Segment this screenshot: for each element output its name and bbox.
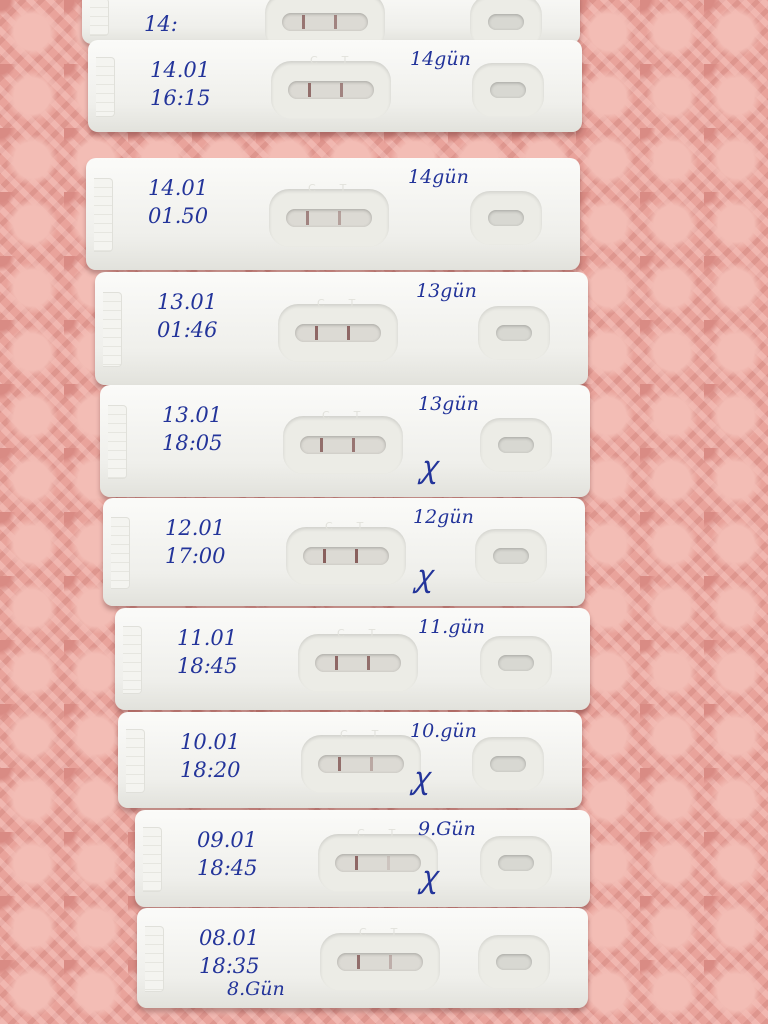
sample-well	[498, 655, 534, 671]
sample-well	[490, 82, 526, 98]
result-window	[315, 654, 401, 672]
ct-markings: CT	[310, 54, 373, 67]
test-strip: CT 14.01 16:15 14gün	[88, 40, 582, 132]
sample-well	[496, 954, 532, 970]
handwritten-day-label: 14gün	[410, 48, 471, 70]
handwritten-signature: ꭕ	[415, 559, 432, 594]
control-line	[308, 83, 311, 97]
handwritten-day-label: 11.gün	[418, 616, 485, 638]
strip-grip	[145, 926, 164, 992]
ct-markings: CT	[359, 926, 422, 939]
test-line	[370, 757, 373, 771]
handwritten-day-label: 8.Gün	[227, 978, 285, 1000]
test-line	[367, 656, 370, 670]
strip-grip	[90, 0, 109, 36]
handwritten-date-time: 12.01 17:00	[165, 516, 226, 568]
strip-grip	[108, 405, 127, 479]
handwritten-date-time: 13.01 18:05	[162, 403, 223, 455]
test-strip: CT 12.01 17:00 12gün ꭕ	[103, 498, 585, 606]
ct-markings: CT	[322, 409, 385, 422]
ct-markings: CT	[308, 182, 371, 195]
sample-well	[498, 437, 534, 453]
test-line	[338, 211, 341, 225]
result-window	[300, 436, 386, 454]
sample-well	[490, 756, 526, 772]
ct-markings: CT	[340, 728, 403, 741]
strip-grip	[94, 178, 113, 252]
result-window	[318, 755, 404, 773]
control-line	[323, 549, 326, 563]
sample-well	[493, 548, 529, 564]
test-strip: CT 08.01 18:35 8.Gün	[137, 908, 588, 1008]
ct-markings: CT	[357, 826, 420, 840]
control-line	[338, 757, 341, 771]
ct-markings: CT	[337, 627, 400, 640]
test-line	[347, 325, 350, 340]
strip-grip	[96, 56, 115, 118]
strip-grip	[143, 827, 162, 892]
control-line	[355, 855, 358, 870]
handwritten-day-label: 10.gün	[410, 720, 477, 742]
control-line	[335, 656, 338, 670]
test-strip: CT 10.01 18:20 10.gün ꭕ	[118, 712, 582, 808]
control-line	[320, 438, 323, 452]
test-strip: CT 13.01 18:05 13gün ꭕ	[100, 385, 590, 497]
handwritten-signature: ꭕ	[420, 860, 437, 895]
handwritten-date-time: 10.01 18:20	[180, 730, 241, 782]
strip-grip	[103, 292, 122, 367]
control-line	[306, 211, 309, 225]
test-line	[352, 438, 355, 452]
test-line	[334, 15, 337, 29]
strip-grip	[126, 729, 145, 793]
handwritten-day-label: 12gün	[413, 506, 474, 528]
handwritten-day-label: 9.Gün	[418, 818, 476, 840]
control-line	[315, 325, 318, 340]
test-line	[355, 549, 358, 563]
handwritten-date-time: 09.01 18:45	[197, 828, 258, 880]
result-window	[337, 953, 423, 971]
result-window	[286, 209, 372, 227]
handwritten-date-time: 14:	[144, 12, 178, 36]
strip-grip	[123, 626, 142, 694]
control-line	[302, 15, 305, 29]
strip-grip	[111, 517, 130, 589]
sample-well	[496, 324, 532, 341]
sample-well	[488, 210, 524, 226]
ct-markings: CT	[325, 520, 388, 533]
control-line	[357, 955, 360, 969]
handwritten-day-label: 13gün	[418, 393, 479, 415]
test-line	[389, 955, 392, 969]
handwritten-signature: ꭕ	[420, 450, 437, 485]
test-strip: CT 13.01 01:46 13gün	[95, 272, 588, 385]
sample-well	[488, 14, 524, 30]
result-window	[288, 81, 374, 99]
test-strip: CT 11.01 18:45 11.gün	[115, 608, 590, 710]
handwritten-date-time: 14.01 16:15	[150, 58, 211, 110]
handwritten-date-time: 11.01 18:45	[177, 626, 238, 678]
sample-well	[498, 854, 534, 871]
handwritten-day-label: 13gün	[416, 280, 477, 302]
handwritten-date-time: 14.01 01.50	[148, 176, 209, 228]
result-window	[335, 853, 421, 872]
result-window	[282, 13, 368, 31]
handwritten-signature: ꭕ	[412, 761, 429, 796]
test-strip: CT 09.01 18:45 9.Gün ꭕ	[135, 810, 590, 907]
test-strip: CT 14.01 01.50 14gün	[86, 158, 580, 270]
ct-markings: CT	[317, 296, 380, 310]
handwritten-date-time: 13.01 01:46	[157, 290, 218, 342]
result-window	[295, 323, 381, 342]
result-window	[303, 547, 389, 565]
handwritten-date-time: 08.01 18:35	[199, 926, 260, 978]
handwritten-day-label: 14gün	[408, 166, 469, 188]
test-line	[340, 83, 343, 97]
test-line	[387, 855, 390, 870]
